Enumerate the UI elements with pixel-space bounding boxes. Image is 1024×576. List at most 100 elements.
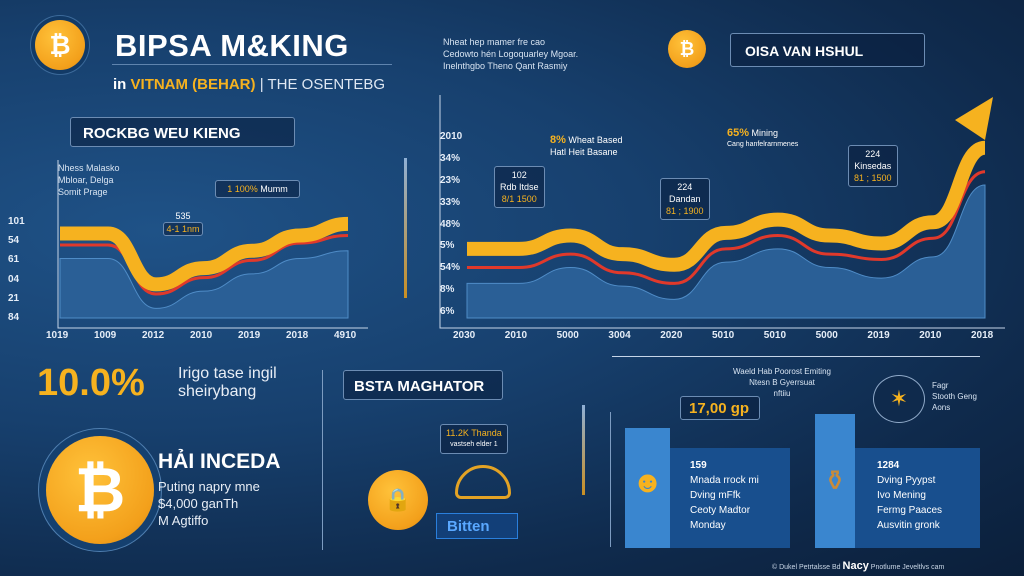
callout-value: 4-1 1nm: [163, 222, 203, 236]
series-line: [466, 184, 986, 319]
series-line: [60, 233, 349, 296]
series-line: [59, 250, 349, 319]
callout-value: 11.2K Thanda: [446, 428, 502, 438]
callout-sub: Cang hanfelrarnmenes: [727, 141, 799, 148]
trend-arrow-head-icon: [955, 97, 993, 140]
callout-label: Dandan: [669, 194, 701, 204]
card-1-text: 159 Mnada rrock mi Dving mFfk Ceoty Madt…: [690, 458, 759, 533]
left-section-title: ROCKBG WEU KIENG: [70, 117, 295, 147]
bitcoin-large-icon: ₿: [46, 436, 154, 544]
callout-label: Mining: [751, 128, 779, 138]
callout-value: 8/1 1500: [501, 194, 537, 204]
intro-line: Waeld Hab Poorost Emiting: [733, 367, 831, 376]
bottom-right-intro: Waeld Hab Poorost Emiting Ntesn B Gyerrs…: [712, 366, 852, 399]
x-tick-label: 2020: [660, 330, 683, 341]
card-line: Ivo Mening: [877, 490, 926, 501]
bitten-button[interactable]: Bitten: [436, 513, 518, 539]
intro-line: Cedowto hén Logoquarley Mgoar.: [443, 49, 579, 59]
callout-label: Kinsedas: [854, 161, 892, 171]
callout-value: 65%: [727, 127, 750, 139]
axis-line: [610, 412, 611, 547]
y-tick-label: 04: [8, 273, 20, 285]
x-tick-label: 5010: [763, 330, 787, 341]
x-tick-label: 2019: [867, 330, 890, 341]
y-tick-label: 61: [8, 254, 20, 266]
magnator-callout: 11.2K Thanda vastseh elder 1: [440, 424, 508, 454]
x-tick-label: 5010: [712, 330, 735, 341]
x-tick-label: 2010: [190, 330, 213, 341]
chart-axis: [57, 160, 368, 329]
callout-top: 102: [511, 170, 527, 180]
card-line: Mnada rrock mi: [690, 475, 759, 486]
callout-wheat: 8% Wheat Based Hatl Heit Basane: [545, 132, 627, 160]
callout-percent: 1 100% Mumm: [215, 180, 300, 198]
y-tick-label: 54: [8, 235, 20, 247]
callout-label: Wheat Based: [568, 135, 623, 145]
series-line: [467, 170, 986, 285]
stat-value: 10.0%: [37, 362, 145, 404]
section-line: [612, 356, 980, 357]
y-tick-label: 6%: [440, 306, 455, 317]
y-tick-label: 101: [8, 216, 25, 227]
callout-224-b: 224 Dandan 81 ; 1900: [660, 178, 710, 220]
subtitle: in VITNAM (BEHAR) | THE OSENTEBG: [113, 76, 385, 93]
card-line: Ausvitin gronk: [877, 520, 940, 531]
stat-description: Irigo tase ingil sheirybang: [178, 365, 277, 401]
y-tick-label: 84: [8, 312, 20, 323]
card-line: Fermg Paaces: [877, 505, 943, 516]
x-tick-label: 2012: [142, 330, 165, 341]
intro-line: Inelnthgbo Theno Qant Rasmiy: [443, 61, 568, 71]
card-line: Ceoty Madtor: [690, 505, 751, 516]
price-tag: 17,00 gp: [680, 396, 760, 420]
side-line: Aons: [932, 403, 951, 412]
lock-coin-icon: 🔒: [368, 470, 428, 530]
left-chart: [57, 160, 368, 329]
x-tick-label: 4910: [334, 330, 357, 341]
feature-line: Puting napry mne: [158, 479, 260, 494]
side-line: Fagr: [932, 381, 949, 390]
callout-top: 224: [865, 149, 881, 159]
card-number: 159: [690, 460, 707, 471]
x-tick-label: 2019: [238, 330, 261, 341]
feature-line: $4,000 ganTh: [158, 496, 239, 511]
emblem-icon: ✶: [873, 375, 925, 423]
y-tick-label: 33%: [440, 196, 461, 208]
chart-axis: [439, 95, 1005, 329]
callout-value: 1 100%: [227, 184, 258, 194]
x-tick-label: 2018: [286, 330, 309, 341]
intro-line: Nheat hep mamer fre cao: [443, 37, 546, 47]
y-tick-label: 54%: [440, 262, 461, 274]
subtitle-prefix: in: [113, 76, 127, 93]
callout-value: 81 ; 1900: [666, 206, 704, 216]
stat-line: Irigo tase ingil: [178, 365, 277, 382]
side-note: Fagr Stooth Geng Aons: [932, 380, 977, 413]
footer-text: Pnotlume Jeveltlvs cam: [870, 564, 945, 571]
page-title: BIPSA M&KING: [115, 28, 349, 63]
section-divider: [322, 370, 323, 550]
bitcoin-logo-icon: ₿: [35, 20, 85, 70]
x-tick-label: 3004: [608, 330, 631, 341]
stat-line: sheirybang: [178, 383, 257, 400]
x-tick-label: 2018: [971, 330, 994, 341]
y-tick-label: 2010: [440, 131, 463, 142]
subtitle-highlight: VITNAM (BEHAR): [130, 76, 256, 93]
y-tick-label: 23%: [440, 174, 461, 186]
left-notes: Nhess Malasko Mbloar, Delga Somit Prage: [58, 162, 120, 198]
right-chart: [439, 95, 1005, 329]
callout-value: 8%: [550, 134, 566, 146]
callout-top: 224: [677, 182, 693, 192]
x-tick-label: 5000: [815, 330, 838, 341]
note-line: Somit Prage: [58, 187, 108, 197]
series-line: [59, 216, 349, 292]
right-intro: Nheat hep mamer fre cao Cedowto hén Logo…: [443, 36, 578, 72]
y-tick-label: 8%: [440, 284, 455, 296]
x-tick-label: 2030: [453, 330, 476, 341]
intro-line: Ntesn B Gyerrsuat: [749, 378, 815, 387]
x-tick-label: 2010: [919, 330, 942, 341]
callout-sub: Hatl Heit Basane: [550, 147, 618, 157]
card-line: Dving mFfk: [690, 490, 741, 501]
side-line: Stooth Geng: [932, 392, 977, 401]
x-tick-label: 1009: [94, 330, 117, 341]
callout-mining: 65% Mining Cang hanfelrarnmenes: [722, 125, 803, 153]
footer: © Dukel Petrtalsse Bd Nacy Pnotlume Jeve…: [772, 560, 944, 572]
